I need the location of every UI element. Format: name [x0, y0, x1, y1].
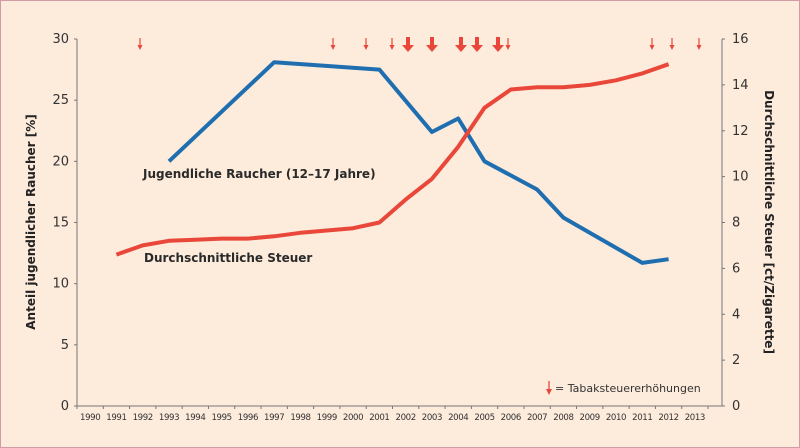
- arrow-icon: [471, 37, 483, 52]
- y-right-tick-label: 12: [732, 124, 749, 139]
- arrow-icon: [426, 37, 438, 52]
- x-tick-label: 2011: [632, 413, 652, 423]
- y-axis-left-title: Anteil jugendlicher Raucher [%]: [24, 114, 38, 330]
- x-tick-label: 1993: [159, 413, 179, 423]
- arrow-icon: [505, 38, 511, 50]
- average-tax-line: [115, 62, 670, 257]
- x-tick-label: 2004: [448, 413, 468, 423]
- y-left-tick-label: 15: [52, 216, 69, 231]
- arrow-icon: [363, 38, 369, 50]
- tax-increase-arrows: [137, 37, 702, 52]
- x-tick-label: 2001: [369, 413, 389, 423]
- x-tick-label: 2005: [474, 413, 494, 423]
- arrow-icon: [330, 38, 336, 50]
- y-left-tick-label: 30: [52, 32, 69, 47]
- series-lines: [115, 60, 670, 265]
- x-tick-label: 2009: [580, 413, 600, 423]
- x-tick-label: 1995: [211, 413, 231, 423]
- y-left-tick-label: 20: [52, 154, 69, 169]
- x-tick-label: 1991: [106, 413, 126, 423]
- y-right-tick-label: 10: [732, 170, 749, 185]
- x-tick-label: 1994: [185, 413, 205, 423]
- y-right-tick-label: 8: [732, 216, 740, 231]
- series-label-average-tax: Durchschnittliche Steuer: [144, 251, 312, 265]
- legend: = Tabaksteuererhöhungen: [546, 381, 701, 395]
- y-right-tick-label: 16: [732, 32, 749, 47]
- arrow-icon: [389, 38, 395, 50]
- y-right-tick-label: 6: [732, 261, 740, 276]
- y-left-tick-label: 10: [52, 277, 69, 292]
- x-tick-label: 2007: [527, 413, 547, 423]
- y-right-tick-label: 4: [732, 307, 740, 322]
- arrow-icon: [402, 37, 414, 52]
- arrow-icon: [546, 381, 552, 395]
- x-tick-label: 2000: [343, 413, 363, 423]
- legend-text: = Tabaksteuererhöhungen: [555, 382, 701, 395]
- x-tick-label: 1996: [238, 413, 258, 423]
- x-tick-label: 2003: [422, 413, 442, 423]
- arrow-icon: [455, 37, 467, 52]
- x-tick-label: 2006: [501, 413, 521, 423]
- series-label-youth-smokers: Jugendliche Raucher (12–17 Jahre): [142, 167, 376, 181]
- arrow-icon: [696, 38, 702, 50]
- arrow-icon: [669, 38, 675, 50]
- y-left-tick-label: 25: [52, 93, 69, 108]
- y-left-tick-label: 5: [61, 338, 69, 353]
- youth-smokers-line: [167, 60, 669, 265]
- y-right-tick-label: 2: [732, 353, 740, 368]
- arrow-icon: [649, 38, 655, 50]
- x-tick-label: 2010: [606, 413, 626, 423]
- x-tick-label: 2013: [685, 413, 705, 423]
- x-tick-label: 1990: [80, 413, 100, 423]
- axes: 0 5 10 15 20 25 30 0 2 4 6 8 10 12 14 16 1990 1991 1992 199…: [52, 32, 748, 423]
- arrow-icon: [137, 38, 143, 50]
- y-right-tick-label: 0: [732, 399, 740, 414]
- x-tick-label: 2002: [396, 413, 416, 423]
- y-left-tick-label: 0: [61, 399, 69, 414]
- x-tick-label: 2008: [553, 413, 573, 423]
- y-axis-right-title: Durchschnittliche Steuer [ct/Zigarette]: [762, 90, 776, 354]
- x-tick-label: 1998: [290, 413, 310, 423]
- x-tick-label: 2012: [658, 413, 678, 423]
- arrow-icon: [492, 37, 504, 52]
- y-right-tick-label: 14: [732, 78, 749, 93]
- x-tick-label: 1992: [133, 413, 153, 423]
- x-tick-label: 1999: [317, 413, 337, 423]
- x-tick-label: 1997: [264, 413, 284, 423]
